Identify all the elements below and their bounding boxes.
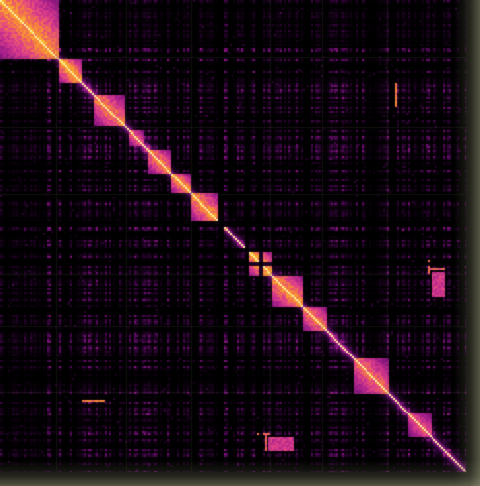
- heatmap-viewer[interactable]: [0, 0, 480, 486]
- contact-heatmap[interactable]: [0, 0, 480, 486]
